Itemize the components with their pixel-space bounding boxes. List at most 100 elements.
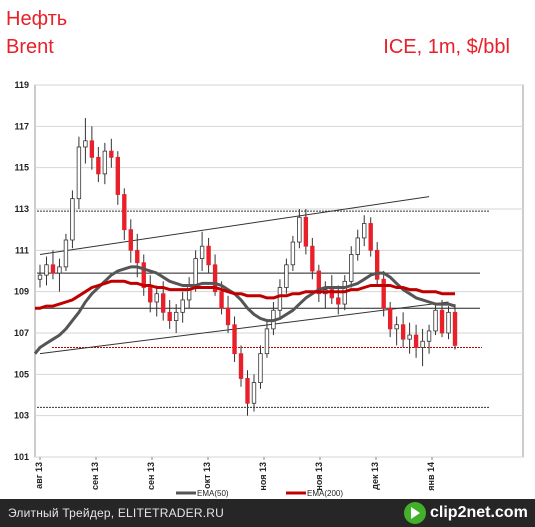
candle-body <box>50 264 56 274</box>
candle-body <box>212 264 218 293</box>
candle-body <box>394 324 399 330</box>
upper-channel-line <box>39 196 430 255</box>
candle-body <box>433 309 438 332</box>
candle-body <box>96 156 101 175</box>
candle-body <box>167 311 172 322</box>
clip2net-logo-icon <box>404 502 426 524</box>
y-tick-label: 107 <box>14 328 29 338</box>
y-tick-label: 117 <box>14 121 29 131</box>
x-tick-label: окт 13 <box>202 462 212 489</box>
candle-body <box>284 264 289 288</box>
candle-body <box>225 307 231 326</box>
y-tick-label: 113 <box>14 204 29 214</box>
candle-body <box>446 311 451 334</box>
chart-subtitle: ICE, 1m, $/bbl <box>383 36 510 58</box>
clip2net-logo[interactable]: clip2net.com <box>402 501 530 525</box>
candle-body <box>141 262 146 288</box>
candle-body <box>83 140 88 148</box>
ema-series <box>33 265 456 355</box>
candle-body <box>329 289 334 299</box>
candle-body <box>316 270 322 295</box>
ema200-line <box>35 279 455 310</box>
candle-body <box>368 223 373 251</box>
candle-body <box>63 239 69 268</box>
y-tick-label: 103 <box>14 411 29 421</box>
candle-body <box>161 293 166 313</box>
candle-body <box>154 293 159 303</box>
candle-body <box>180 299 185 313</box>
candle-body <box>37 274 43 280</box>
x-tick-label: авг 13 <box>34 462 44 489</box>
footer-text: Элитный Трейдер, ELITETRADER.RU <box>8 506 224 520</box>
candle-body <box>426 330 432 342</box>
candle-body <box>199 245 205 259</box>
candle-body <box>310 245 315 272</box>
candle-body <box>387 307 393 330</box>
clip2net-logo-text: clip2net.com <box>430 504 528 521</box>
candle-body <box>109 150 114 158</box>
candle-body <box>173 311 179 322</box>
candle-body <box>193 258 198 286</box>
candle-body <box>245 378 250 404</box>
candle-body <box>439 309 445 334</box>
x-tick-label: ноя 13 <box>258 462 268 491</box>
footer-bar: Элитный Трейдер, ELITETRADER.RU clip2net… <box>0 499 535 527</box>
candle-body <box>76 146 82 200</box>
candle-body <box>148 287 153 303</box>
x-tick-label: сен 13 <box>146 462 156 490</box>
candlestick-series <box>37 118 458 416</box>
candle-body <box>238 353 244 379</box>
y-axis: 101 103 105 107 109 111 113 115 117 119 <box>14 80 29 462</box>
candle-body <box>407 334 412 340</box>
y-tick-label: 101 <box>14 452 29 462</box>
y-tick-label: 111 <box>15 245 29 255</box>
candle-body <box>413 334 419 348</box>
candle-body <box>206 245 211 266</box>
candle-body <box>381 278 386 309</box>
candle-body <box>57 266 62 274</box>
y-tick-label: 109 <box>14 287 29 297</box>
candle-body <box>102 150 108 175</box>
legend-label: EMA(200) <box>307 489 343 498</box>
candle-body <box>420 340 425 348</box>
y-tick-label: 115 <box>14 163 29 173</box>
candle-body <box>258 353 263 383</box>
candle-body <box>251 382 257 404</box>
candle-body <box>89 140 95 158</box>
candle-body <box>400 324 406 340</box>
candle-body <box>297 216 302 243</box>
candle-body <box>277 287 283 311</box>
candle-body <box>303 216 309 247</box>
candle-body <box>355 237 360 255</box>
lower-channel-line <box>39 301 449 355</box>
candle-body <box>135 249 140 264</box>
x-tick-label: ноя 13 <box>314 462 324 491</box>
legend: EMA(50) EMA(200) <box>176 489 343 498</box>
candle-body <box>452 311 458 346</box>
candle-body <box>362 223 367 239</box>
candle-body <box>349 254 354 282</box>
candle-body <box>336 297 341 305</box>
trend-lines <box>39 196 449 355</box>
y-tick-label: 119 <box>14 80 29 90</box>
candle-body <box>232 324 237 355</box>
x-tick-label: дек 13 <box>370 462 380 490</box>
candle-body <box>375 249 380 280</box>
candle-body <box>264 328 270 355</box>
x-tick-label: янв 14 <box>426 462 436 491</box>
y-tick-label: 105 <box>14 369 29 379</box>
candle-body <box>219 291 224 309</box>
candle-body <box>122 194 127 231</box>
chart-title-line2: Brent <box>6 36 54 58</box>
legend-label: EMA(50) <box>197 489 229 498</box>
x-axis: авг 13 сен 13 сен 13 окт 13 ноя 13 ноя 13 дек … <box>34 457 436 491</box>
plot-area <box>34 84 524 458</box>
candle-body <box>290 241 296 266</box>
x-tick-label: сен 13 <box>90 462 100 490</box>
candle-body <box>44 264 49 276</box>
candle-body <box>70 198 75 241</box>
chart-title-line1: Нефть <box>6 8 67 30</box>
candle-body <box>128 229 133 251</box>
candle-body <box>115 156 120 195</box>
